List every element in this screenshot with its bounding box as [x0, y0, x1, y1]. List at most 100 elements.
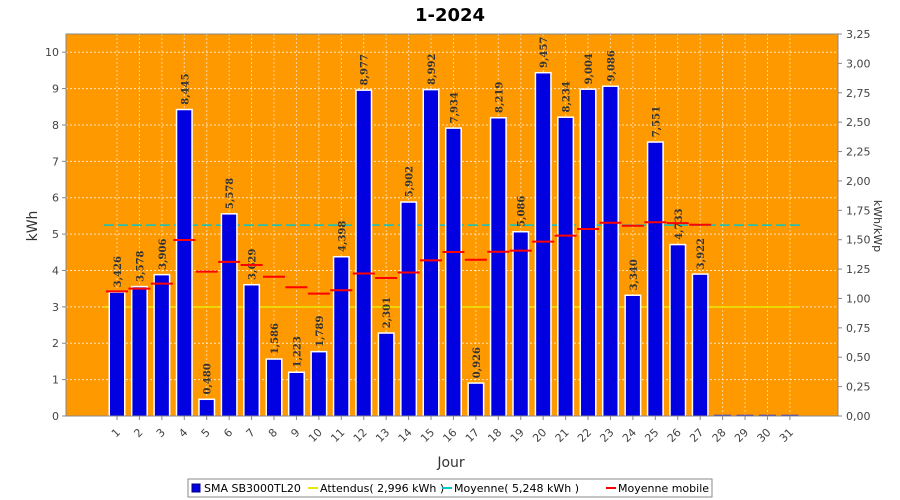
y-tick-label: 8 [52, 119, 59, 132]
legend-label: Moyenne( 5,248 kWh ) [454, 482, 579, 495]
data-label: 9,004 [584, 53, 595, 84]
x-tick-label: 12 [351, 426, 370, 445]
y-tick-label: 4 [52, 264, 59, 277]
x-tick-label: 22 [575, 426, 594, 445]
data-label: 0,926 [472, 347, 483, 378]
x-tick-label: 17 [463, 426, 482, 445]
bar [446, 128, 461, 417]
y2-tick-label: 1,25 [846, 263, 871, 276]
bar [199, 400, 214, 416]
y-tick-label: 7 [52, 155, 59, 168]
bar [536, 73, 551, 416]
bar [468, 383, 483, 416]
legend-label: Moyenne mobile [618, 482, 709, 495]
x-tick-label: 1 [109, 426, 123, 440]
x-tick-label: 14 [396, 426, 415, 445]
x-tick-label: 8 [266, 426, 280, 440]
bar [401, 202, 416, 416]
bar [581, 89, 596, 416]
legend-label: SMA SB3000TL20 [204, 482, 301, 495]
legend-label: Attendus( 2,996 kWh ) [320, 482, 444, 495]
y-tick-label: 5 [52, 228, 59, 241]
data-label: 5,578 [225, 178, 236, 209]
x-tick-label: 11 [328, 426, 347, 445]
y2-tick-label: 0,25 [846, 381, 871, 394]
bar [424, 90, 439, 416]
bar [110, 292, 124, 416]
y-tick-label: 9 [52, 83, 59, 96]
bar [648, 142, 663, 417]
data-label: 3,922 [696, 238, 707, 269]
y2-tick-label: 2,50 [846, 116, 871, 129]
data-label: 2,301 [382, 297, 393, 328]
y-tick-label: 0 [52, 410, 59, 423]
data-label: 3,426 [113, 256, 124, 287]
x-tick-label: 7 [244, 426, 258, 440]
x-tick-label: 29 [732, 426, 751, 445]
y-tick-label: 6 [52, 192, 59, 205]
y2-tick-label: 2,75 [846, 87, 871, 100]
data-label: 8,992 [427, 54, 438, 85]
bar [132, 287, 147, 416]
x-tick-label: 4 [176, 426, 190, 440]
data-label: 3,340 [629, 259, 640, 290]
x-tick-label: 15 [418, 426, 437, 445]
y2-tick-label: 0,50 [846, 351, 871, 364]
bar [625, 295, 640, 416]
x-axis-title: Jour [436, 455, 465, 471]
y-tick-label: 3 [52, 301, 59, 314]
data-label: 7,934 [449, 92, 460, 123]
data-label: 1,223 [292, 336, 303, 367]
data-label: 7,551 [651, 106, 662, 137]
y2-tick-label: 3,00 [846, 57, 871, 70]
y2-tick-label: 1,00 [846, 292, 871, 305]
data-label: 0,480 [203, 363, 214, 394]
bar [311, 352, 326, 416]
data-label: 9,086 [606, 50, 617, 81]
x-tick-label: 6 [221, 426, 235, 440]
data-label: 3,906 [158, 239, 169, 270]
data-label: 1,789 [315, 316, 326, 347]
x-tick-label: 28 [710, 426, 729, 445]
bar [222, 214, 237, 416]
plot-frame [65, 33, 839, 417]
x-tick-label: 2 [131, 426, 145, 440]
data-label: 8,445 [180, 73, 191, 104]
bar [154, 275, 169, 416]
data-label: 8,219 [494, 82, 505, 113]
y2-tick-label: 1,75 [846, 204, 871, 217]
x-tick-label: 26 [665, 426, 684, 445]
y-tick-label: 2 [52, 337, 59, 350]
bar [289, 373, 304, 416]
bar [334, 257, 349, 416]
data-label: 4,398 [337, 221, 348, 252]
data-label: 3,578 [135, 250, 146, 281]
y2-tick-label: 1,50 [846, 234, 871, 247]
bar [558, 117, 573, 416]
x-tick-label: 3 [154, 426, 168, 440]
x-tick-label: 27 [687, 426, 706, 445]
y-tick-label: 10 [45, 46, 59, 59]
y2-axis-title: kWh/kWp [871, 200, 884, 252]
x-tick-label: 23 [597, 426, 616, 445]
x-tick-label: 19 [508, 426, 527, 445]
chart-title: 1-2024 [415, 5, 485, 26]
legend: SMA SB3000TL20 Attendus( 2,996 kWh ) Moyen… [187, 478, 713, 498]
y2-tick-label: 2,00 [846, 175, 871, 188]
bar [244, 285, 259, 416]
data-label: 9,457 [539, 37, 550, 68]
data-label: 5,902 [405, 166, 416, 197]
x-tick-label: 25 [642, 426, 661, 445]
y-tick-label: 1 [52, 374, 59, 387]
legend-swatch [191, 483, 201, 493]
bar [491, 118, 506, 416]
bar [603, 86, 618, 417]
x-tick-label: 5 [199, 426, 213, 440]
bar [379, 333, 394, 416]
y2-tick-label: 2,25 [846, 146, 871, 159]
bar [693, 274, 708, 416]
x-tick-label: 24 [620, 426, 639, 445]
x-tick-label: 20 [530, 426, 549, 445]
